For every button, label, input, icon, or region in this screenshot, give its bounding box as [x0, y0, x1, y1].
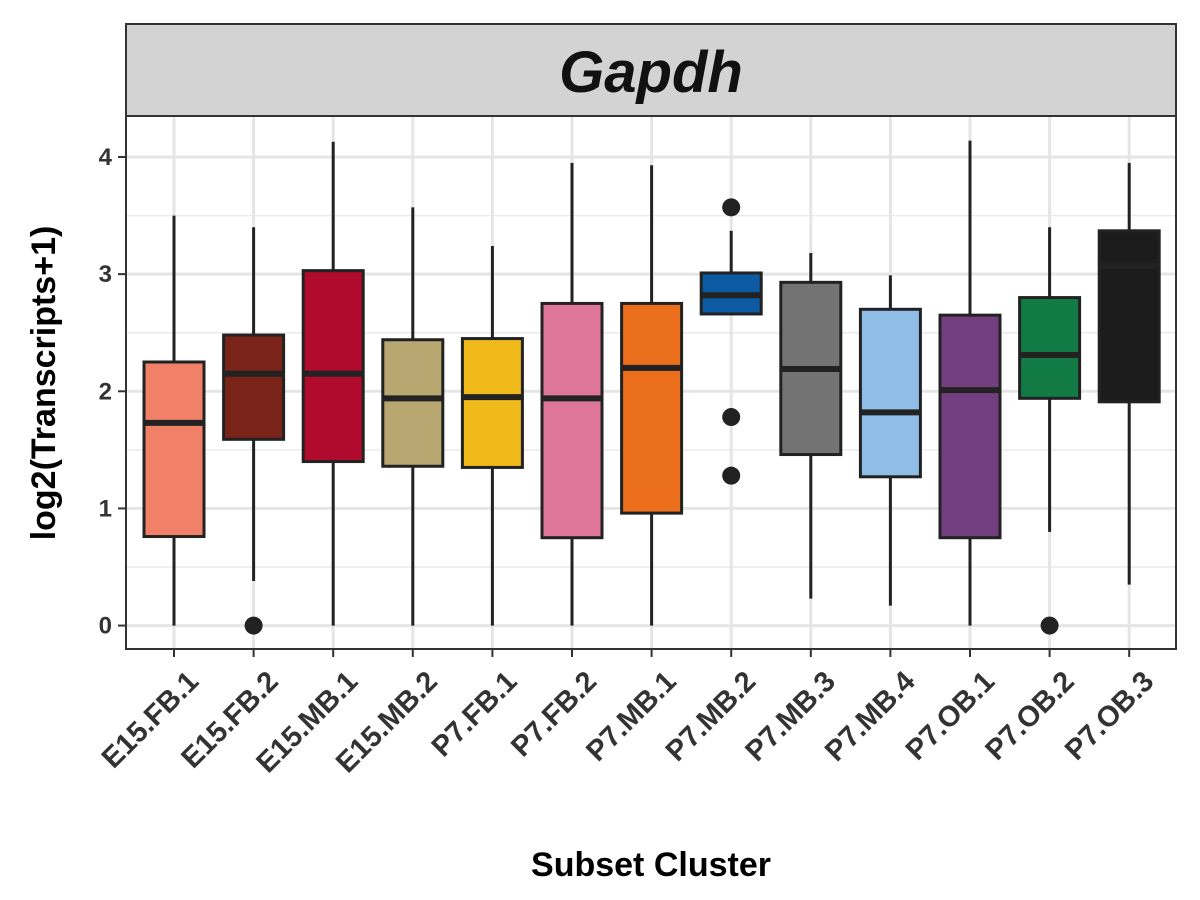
x-tick-label: P7.OB.3 [1059, 665, 1160, 766]
box-P7.FB.1 [460, 246, 524, 626]
outlier-point [244, 616, 263, 635]
x-axis-title: Subset Cluster [531, 846, 771, 884]
x-axis: E15.FB.1E15.FB.2E15.MB.1E15.MB.2P7.FB.1P… [96, 649, 1160, 779]
chart-title: Gapdh [559, 40, 743, 105]
box-P7.MB.2 [699, 198, 763, 485]
box-P7.MB.3 [779, 253, 843, 599]
box-iqr [381, 338, 445, 468]
box-E15.FB.1 [142, 215, 206, 626]
box-E15.FB.2 [222, 227, 286, 635]
x-tick-label: P7.FB.1 [426, 665, 524, 763]
y-axis: 0 1 2 3 4 [99, 144, 126, 640]
y-tick-label: 1 [99, 495, 112, 522]
box-iqr [1097, 229, 1161, 404]
box-iqr [142, 360, 206, 539]
outlier-point [722, 408, 741, 427]
outlier-point [722, 198, 741, 217]
box-P7.MB.4 [858, 275, 922, 606]
outlier-point [722, 466, 741, 485]
box-series [142, 140, 1161, 635]
box-P7.OB.3 [1097, 162, 1161, 585]
box-iqr [1018, 296, 1082, 400]
box-P7.FB.2 [540, 162, 604, 626]
y-tick-label: 2 [99, 378, 112, 405]
box-E15.MB.1 [301, 141, 365, 626]
box-iqr [460, 337, 524, 469]
y-tick-label: 0 [99, 613, 112, 640]
box-P7.OB.1 [938, 140, 1002, 626]
box-P7.MB.1 [620, 165, 684, 626]
y-tick-label: 4 [99, 144, 113, 171]
box-E15.MB.2 [381, 207, 445, 626]
box-P7.OB.2 [1018, 227, 1082, 635]
box-iqr [540, 301, 604, 540]
box-iqr [938, 313, 1002, 540]
y-axis-title: log2(Transcripts+1) [25, 226, 63, 541]
box-iqr [222, 333, 286, 441]
y-tick-label: 3 [99, 261, 112, 288]
box-iqr [620, 301, 684, 515]
strip-background [125, 23, 1177, 117]
outlier-point [1040, 616, 1059, 635]
box-iqr [858, 307, 922, 479]
box-iqr [301, 269, 365, 464]
